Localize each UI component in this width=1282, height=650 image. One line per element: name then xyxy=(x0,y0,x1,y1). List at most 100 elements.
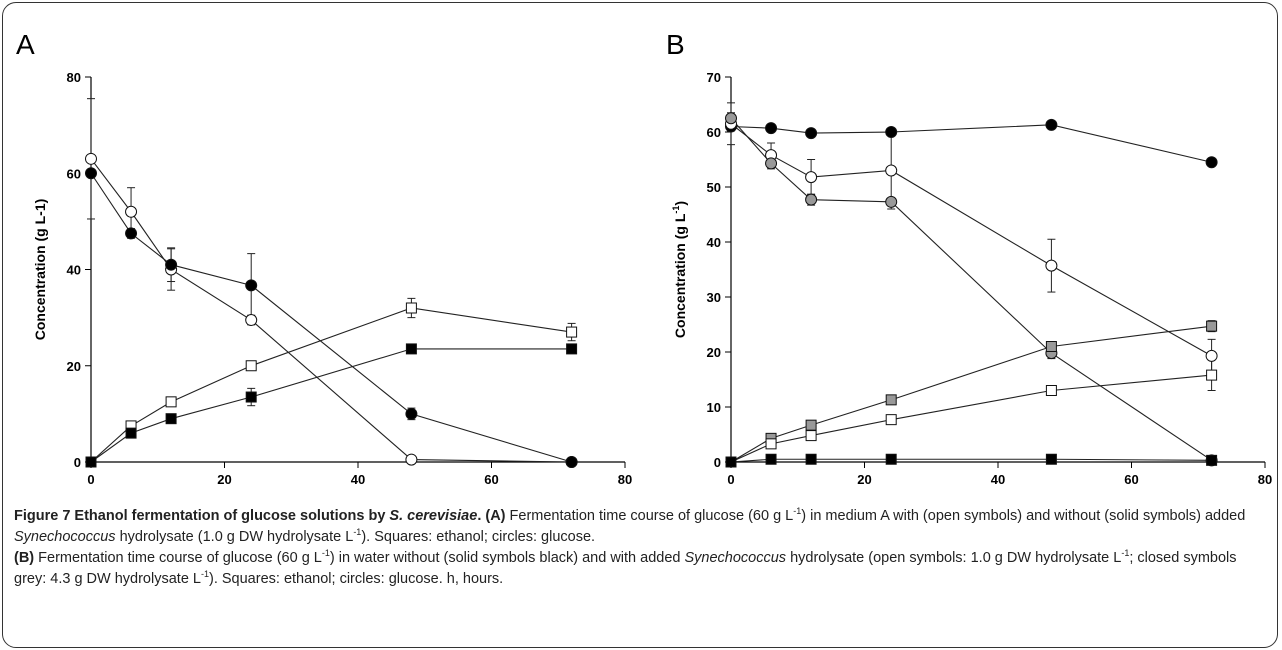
circle-marker xyxy=(885,195,898,208)
x-tick-label: 20 xyxy=(857,472,871,487)
y-tick-label: 40 xyxy=(67,263,81,278)
y-axis-title-part: Concentration (g L-1) xyxy=(32,199,48,341)
series-line xyxy=(90,307,572,463)
square-marker xyxy=(1206,454,1218,466)
caption-text: -1 xyxy=(1121,548,1130,559)
y-axis-title: Concentration (g L-1) xyxy=(671,201,688,338)
circle-marker xyxy=(765,157,778,170)
square-marker xyxy=(1045,453,1057,465)
square-marker xyxy=(885,394,897,406)
caption-text: hydrolysate (open symbols: 1.0 g DW hydr… xyxy=(786,550,1122,566)
caption-text: ). Squares: ethanol; circles: glucose. xyxy=(361,529,596,545)
series-line xyxy=(730,374,1212,463)
y-axis-title-part: ) xyxy=(672,201,688,206)
square-marker xyxy=(165,396,177,408)
caption-text: Fermentation time course of glucose (60 … xyxy=(34,550,322,566)
x-tick-label: 0 xyxy=(87,472,94,487)
square-marker xyxy=(725,456,737,468)
series-line xyxy=(730,117,1212,461)
square-marker xyxy=(1206,369,1218,381)
circle-marker xyxy=(805,127,818,140)
x-tick-label: 60 xyxy=(484,472,498,487)
charts: 020406080020406080ATime (h)Concentration… xyxy=(16,29,1272,487)
circle-marker xyxy=(885,126,898,138)
x-tick-label: 80 xyxy=(1258,472,1272,487)
square-marker xyxy=(245,360,257,372)
y-tick-label: 70 xyxy=(707,70,721,85)
circle-marker xyxy=(165,258,178,271)
circle-marker xyxy=(245,314,258,327)
circle-marker xyxy=(805,171,818,184)
caption-text: . (A) xyxy=(477,508,506,524)
caption-text: Fermentation time course of glucose (60 … xyxy=(505,508,794,524)
circle-marker xyxy=(125,227,138,240)
square-marker xyxy=(805,430,817,442)
series-line xyxy=(730,123,1212,357)
series-line xyxy=(90,348,572,463)
caption-text: ). Squares: ethanol; circles: glucose. h… xyxy=(209,571,504,587)
panel-label: A xyxy=(16,29,35,60)
x-tick-label: 40 xyxy=(991,472,1005,487)
caption-text: ) in medium A with (open symbols) and wi… xyxy=(801,508,1246,524)
x-tick-label: 0 xyxy=(727,472,734,487)
x-tick-label: 80 xyxy=(618,472,632,487)
series-line xyxy=(730,124,1212,163)
y-tick-label: 20 xyxy=(67,359,81,374)
caption-text: Synechococcus xyxy=(684,550,787,566)
caption-text: (B) xyxy=(14,550,35,566)
series-line xyxy=(90,172,572,463)
square-marker xyxy=(566,343,578,355)
square-marker xyxy=(885,453,897,465)
x-tick-label: 20 xyxy=(217,472,231,487)
caption-text: hydrolysate (1.0 g DW hydrolysate L xyxy=(115,529,354,545)
caption-text: Figure 7 Ethanol fermentation of glucose… xyxy=(14,508,390,524)
y-tick-label: 50 xyxy=(707,180,721,195)
x-tick-label: 40 xyxy=(351,472,365,487)
circle-marker xyxy=(1045,118,1058,131)
square-marker xyxy=(85,456,97,468)
y-tick-label: 20 xyxy=(707,345,721,360)
square-marker xyxy=(1045,385,1057,396)
square-marker xyxy=(805,453,817,465)
caption-text: -1 xyxy=(200,569,209,580)
caption-text: -1 xyxy=(321,548,330,559)
series-line xyxy=(90,158,572,463)
circle-marker xyxy=(1045,259,1058,272)
circle-marker xyxy=(245,279,258,292)
caption-text: ; closed symbols grey: 4.3 g DW hydrolys… xyxy=(14,550,1237,587)
y-tick-label: 30 xyxy=(707,290,721,305)
circle-marker xyxy=(85,167,97,180)
y-tick-label: 60 xyxy=(67,166,81,181)
series-line xyxy=(730,458,1212,463)
y-tick-label: 0 xyxy=(714,455,721,470)
x-tick-label: 60 xyxy=(1124,472,1138,487)
circle-marker xyxy=(85,152,97,165)
square-marker xyxy=(245,391,257,403)
caption: Figure 7 Ethanol fermentation of glucose… xyxy=(14,506,1269,590)
circle-marker xyxy=(805,193,818,206)
square-marker xyxy=(765,453,777,465)
circle-marker xyxy=(1205,156,1218,169)
circle-marker xyxy=(725,112,737,125)
caption-text: S. cerevisiae xyxy=(389,508,478,524)
square-marker xyxy=(125,427,137,439)
y-tick-label: 0 xyxy=(74,455,81,470)
series-line xyxy=(730,325,1212,463)
square-marker xyxy=(165,413,177,425)
circle-marker xyxy=(405,407,418,420)
caption-text: -1 xyxy=(353,527,362,538)
y-tick-label: 10 xyxy=(707,400,721,415)
square-marker xyxy=(566,326,578,338)
y-axis-title-part: -1 xyxy=(671,206,681,214)
y-tick-label: 80 xyxy=(67,70,81,85)
square-marker xyxy=(1045,341,1057,352)
circle-marker xyxy=(405,453,418,466)
y-tick-label: 60 xyxy=(707,125,721,140)
circle-marker xyxy=(125,205,138,218)
panel-label: B xyxy=(666,29,685,60)
caption-text: -1 xyxy=(793,506,802,517)
y-axis-title-part: Concentration (g L xyxy=(672,213,688,338)
circle-marker xyxy=(565,456,578,468)
